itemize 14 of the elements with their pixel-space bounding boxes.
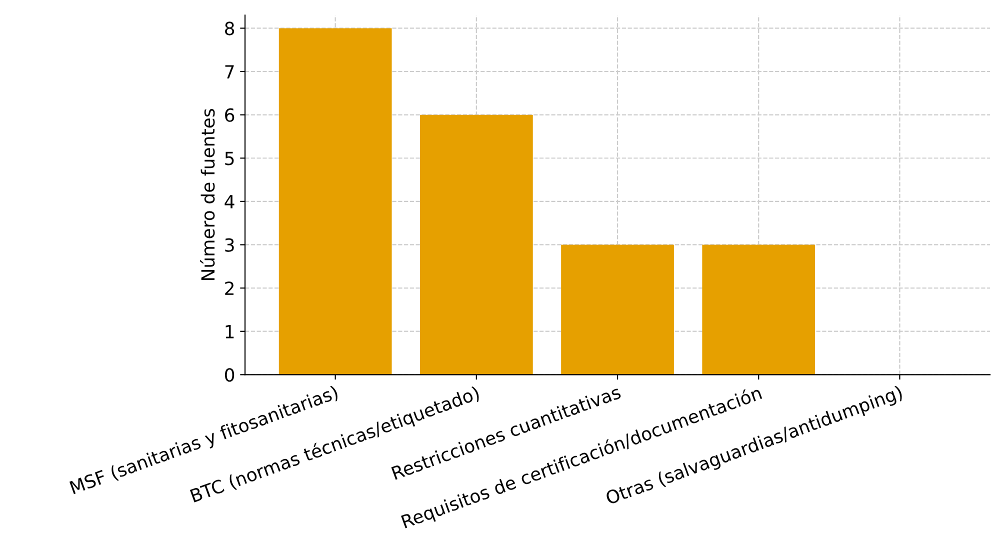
y-tick-label: 8: [225, 22, 234, 36]
bar: [278, 28, 392, 375]
bar: [702, 244, 816, 375]
y-tick-label: 4: [224, 195, 234, 208]
y-tick-label: 3: [225, 238, 234, 252]
y-tick-label: 2: [225, 282, 234, 295]
bar: [561, 244, 674, 375]
y-tick-label: 1: [226, 325, 234, 338]
y-tick-label: 6: [225, 108, 234, 122]
y-tick-label: 7: [225, 65, 234, 78]
y-tick-label: 5: [225, 152, 234, 166]
bar: [420, 114, 533, 375]
y-tick-label: 0: [225, 368, 234, 382]
y-axis-title: Número de fuentes: [200, 108, 215, 280]
